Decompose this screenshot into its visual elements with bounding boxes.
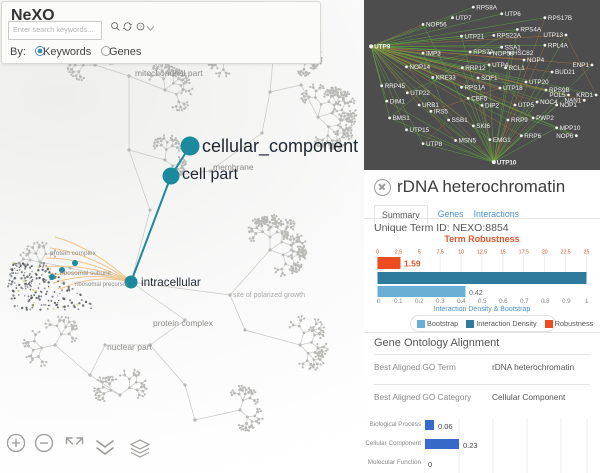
svg-text:UTP8: UTP8 <box>426 141 443 148</box>
svg-text:7.5: 7.5 <box>437 250 444 256</box>
svg-text:BUD21: BUD21 <box>555 69 576 76</box>
svg-text:RPS9B: RPS9B <box>549 87 570 94</box>
svg-text:RPS7A: RPS7A <box>473 49 494 56</box>
svg-text:0: 0 <box>376 250 379 256</box>
svg-text:NOP56: NOP56 <box>426 22 447 29</box>
svg-text:UTP18: UTP18 <box>503 85 523 92</box>
svg-text:KRE33: KRE33 <box>436 75 456 82</box>
svg-text:UTP20: UTP20 <box>529 79 549 86</box>
svg-text:NAN1: NAN1 <box>565 98 582 105</box>
svg-text:DIP2: DIP2 <box>485 103 499 110</box>
svg-text:0.06: 0.06 <box>438 422 453 431</box>
svg-text:NOP6: NOP6 <box>556 133 574 140</box>
svg-text:UTP6: UTP6 <box>505 11 522 18</box>
svg-text:RRP9: RRP9 <box>511 117 528 124</box>
svg-text:HSC82: HSC82 <box>513 50 534 57</box>
svg-text:UTP15: UTP15 <box>410 127 430 134</box>
svg-text:Biological Process: Biological Process <box>370 421 421 428</box>
svg-text:NOP4: NOP4 <box>527 57 545 64</box>
svg-text:UTP22: UTP22 <box>410 90 430 97</box>
svg-text:0.42: 0.42 <box>469 290 483 297</box>
svg-text:RRP6: RRP6 <box>524 133 541 140</box>
svg-text:DIM1: DIM1 <box>390 98 406 105</box>
svg-text:BMS1: BMS1 <box>393 115 411 122</box>
svg-text:CBF5: CBF5 <box>471 96 488 103</box>
svg-text:NOP14: NOP14 <box>410 64 431 71</box>
svg-text:MSN5: MSN5 <box>459 138 477 145</box>
svg-text:15: 15 <box>500 250 506 256</box>
svg-text:5: 5 <box>418 250 421 256</box>
svg-text:?: ? <box>139 24 142 29</box>
svg-text:RPS1A: RPS1A <box>465 85 486 92</box>
svg-text:Cellular Component: Cellular Component <box>365 440 421 447</box>
svg-text:ENP1: ENP1 <box>573 62 590 69</box>
svg-text:UTP21: UTP21 <box>465 33 485 40</box>
svg-text:25: 25 <box>584 250 590 256</box>
svg-text:RPS22A: RPS22A <box>497 33 522 40</box>
svg-text:SSB1: SSB1 <box>452 117 469 124</box>
svg-text:12.5: 12.5 <box>477 250 487 256</box>
svg-text:RPS4A: RPS4A <box>520 27 541 34</box>
svg-text:UTP13: UTP13 <box>543 32 563 39</box>
svg-text:1.59: 1.59 <box>404 259 421 269</box>
svg-text:RCL1: RCL1 <box>509 65 526 72</box>
svg-text:RRP12: RRP12 <box>465 65 486 72</box>
svg-text:22.5: 22.5 <box>560 250 570 256</box>
svg-text:IMP3: IMP3 <box>426 50 441 57</box>
svg-text:SOF1: SOF1 <box>481 75 498 82</box>
svg-text:PWP2: PWP2 <box>536 115 554 122</box>
svg-text:RPL4A: RPL4A <box>548 42 569 49</box>
svg-text:20: 20 <box>542 250 548 256</box>
svg-text:RPS17B: RPS17B <box>548 15 572 22</box>
svg-text:UTP5: UTP5 <box>518 102 535 109</box>
svg-text:17.5: 17.5 <box>519 250 529 256</box>
svg-text:MPP10: MPP10 <box>560 125 581 132</box>
svg-text:0.23: 0.23 <box>463 441 478 450</box>
svg-text:10: 10 <box>458 250 464 256</box>
svg-text:RRP45: RRP45 <box>385 83 406 90</box>
svg-text:SKI6: SKI6 <box>476 123 490 130</box>
svg-text:RPS8A: RPS8A <box>476 4 497 11</box>
svg-text:IRS5: IRS5 <box>434 109 448 116</box>
svg-text:Molecular Function: Molecular Function <box>368 459 422 466</box>
svg-text:UTP10: UTP10 <box>497 159 517 166</box>
svg-text:0: 0 <box>428 460 432 469</box>
svg-text:EMG1: EMG1 <box>493 137 511 144</box>
svg-text:UTP7: UTP7 <box>456 15 473 22</box>
svg-text:UTP9: UTP9 <box>374 44 391 51</box>
svg-text:2.5: 2.5 <box>395 250 402 256</box>
